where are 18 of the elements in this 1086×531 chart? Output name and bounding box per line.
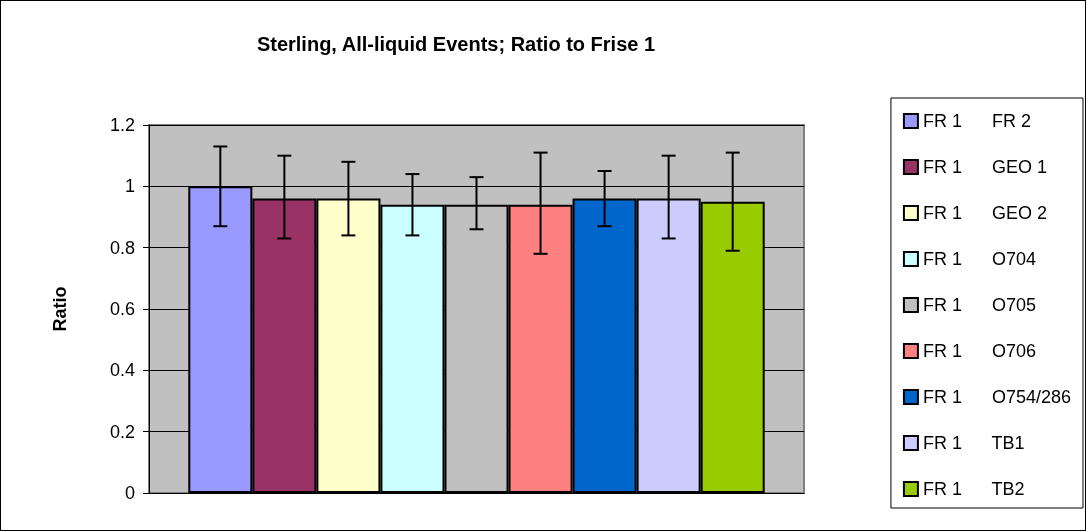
legend-label: FR 1 O705 [922,295,1036,315]
y-axis-title: Ratio [50,286,70,332]
legend-label: FR 1 O706 [922,341,1036,361]
legend-label: FR 1 TB2 [922,479,1025,499]
y-tick-label: 0.4 [109,360,135,381]
legend-label: FR 1 GEO 2 [922,203,1047,223]
y-tick-label: 0.6 [109,299,135,319]
legend-label: FR 1 TB1 [922,433,1025,453]
y-tick-label: 1.2 [109,115,135,135]
chart-title: Sterling, All-liquid Events; Ratio to Frise 1 [256,33,656,55]
legend-label: FR 1 O754/286 [922,387,1071,407]
y-tick-label: 0.8 [109,237,135,258]
y-tick-label: 0.2 [109,421,135,442]
legend-label: FR 1 FR 2 [922,111,1031,131]
legend-label: FR 1 O704 [922,249,1036,269]
legend-label: FR 1 GEO 1 [922,157,1047,177]
y-tick-label: 1 [124,176,135,197]
y-tick-label: 0 [124,483,135,503]
